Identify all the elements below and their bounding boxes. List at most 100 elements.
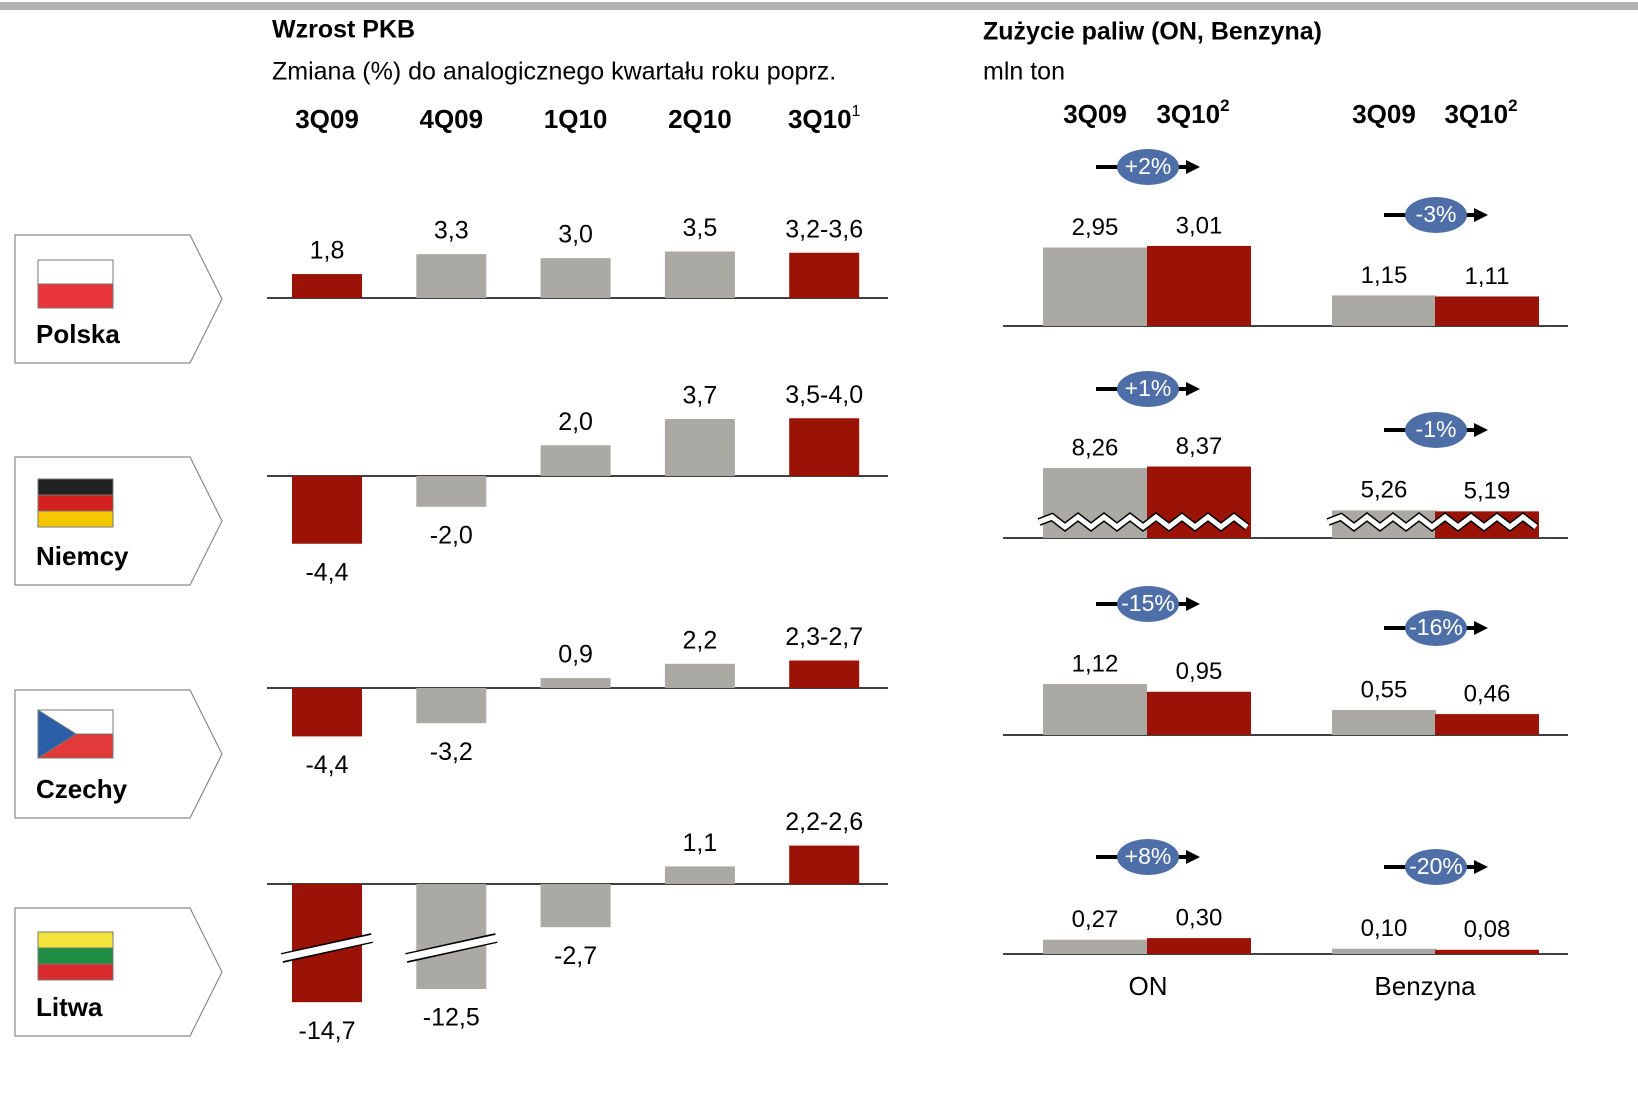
period-header: 1Q10 bbox=[544, 104, 608, 134]
gdp-bar bbox=[789, 418, 860, 476]
arrow-head bbox=[1474, 621, 1488, 635]
arrow-head bbox=[1474, 423, 1488, 437]
arrow-head bbox=[1474, 208, 1488, 222]
gdp-bar bbox=[789, 660, 860, 688]
gdp-bar bbox=[789, 252, 860, 298]
value-label: 0,55 bbox=[1361, 676, 1408, 703]
fuel-bar bbox=[1332, 709, 1436, 735]
fuel-title: Zużycie paliw (ON, Benzyna) bbox=[983, 18, 1322, 46]
gdp-bar bbox=[416, 884, 487, 989]
change-badge bbox=[1117, 586, 1179, 622]
gdp-bar bbox=[292, 688, 362, 737]
value-label: 1,12 bbox=[1072, 650, 1119, 677]
value-label: 2,3-2,7 bbox=[785, 623, 863, 651]
country-name: Czechy bbox=[36, 774, 128, 804]
period-header: 3Q102 bbox=[1156, 96, 1229, 128]
period-label: 3Q09 bbox=[1063, 99, 1127, 129]
period-label: 3Q10 bbox=[788, 104, 852, 134]
period-header: 3Q102 bbox=[1444, 96, 1517, 128]
period-header: 2Q10 bbox=[668, 104, 732, 134]
value-label: -4,4 bbox=[305, 751, 348, 779]
value-label: 1,15 bbox=[1361, 262, 1408, 289]
country-name: Niemcy bbox=[36, 541, 129, 571]
top-rule bbox=[0, 2, 1638, 10]
value-label: 2,2-2,6 bbox=[785, 808, 863, 836]
gdp-subtitle: Zmiana (%) do analogicznego kwartału rok… bbox=[272, 58, 836, 86]
arrow-head bbox=[1186, 160, 1200, 174]
product-label: ON bbox=[1129, 971, 1168, 1001]
axis-break-gap bbox=[404, 934, 499, 962]
gdp-bar bbox=[540, 258, 611, 298]
product-label: Benzyna bbox=[1374, 971, 1476, 1001]
fuel-bar bbox=[1043, 939, 1147, 954]
country-name: Litwa bbox=[36, 992, 103, 1022]
change-badge bbox=[1405, 197, 1467, 233]
fuel-bar bbox=[1435, 714, 1539, 735]
value-label: -3,2 bbox=[430, 738, 473, 766]
period-header: 3Q09 bbox=[1063, 99, 1127, 129]
value-label: -14,7 bbox=[299, 1017, 356, 1045]
value-label: 0,9 bbox=[558, 641, 593, 669]
gdp-bar bbox=[416, 688, 487, 724]
period-header: 3Q09 bbox=[1352, 99, 1416, 129]
value-label: 1,11 bbox=[1465, 263, 1510, 290]
period-header: 3Q09 bbox=[295, 104, 359, 134]
value-label: 3,5 bbox=[683, 214, 718, 242]
value-label: -12,5 bbox=[423, 1004, 480, 1032]
gdp-bar bbox=[292, 274, 362, 298]
arrow-head bbox=[1186, 850, 1200, 864]
change-label: +2% bbox=[1125, 153, 1172, 179]
fuel-bar bbox=[1147, 938, 1251, 954]
gdp-bar bbox=[292, 476, 362, 544]
gdp-bar bbox=[416, 254, 487, 298]
value-label: 2,2 bbox=[683, 626, 718, 654]
fuel-bar bbox=[1147, 691, 1251, 735]
fuel-bar bbox=[1435, 949, 1539, 954]
value-label: -4,4 bbox=[305, 558, 348, 586]
change-badge bbox=[1405, 849, 1467, 885]
footnote-mark: 1 bbox=[852, 103, 861, 120]
change-label: -16% bbox=[1409, 614, 1463, 640]
gdp-title: Wzrost PKB bbox=[272, 16, 415, 44]
gdp-bar bbox=[664, 663, 735, 688]
value-label: 0,27 bbox=[1072, 906, 1119, 933]
period-label: 2Q10 bbox=[668, 104, 732, 134]
gdp-bar bbox=[664, 251, 735, 298]
fuel-bar bbox=[1332, 948, 1436, 954]
flag-litwa bbox=[37, 931, 114, 981]
period-label: 3Q10 bbox=[1156, 99, 1220, 129]
gdp-bar bbox=[540, 445, 611, 476]
flag-niemcy bbox=[37, 478, 114, 528]
change-badge bbox=[1117, 839, 1179, 875]
change-label: -20% bbox=[1409, 853, 1463, 879]
country-box bbox=[14, 234, 223, 364]
country-name: Polska bbox=[36, 319, 120, 349]
country-box bbox=[14, 907, 223, 1037]
value-label: 3,3 bbox=[434, 217, 469, 245]
footnote-mark: 2 bbox=[1508, 96, 1517, 115]
value-label: 3,0 bbox=[558, 221, 593, 249]
arrow-head bbox=[1186, 382, 1200, 396]
value-label: 3,01 bbox=[1176, 212, 1223, 239]
value-label: 5,19 bbox=[1464, 478, 1511, 505]
change-badge bbox=[1405, 412, 1467, 448]
value-label: 0,30 bbox=[1176, 904, 1223, 931]
value-label: 5,26 bbox=[1361, 477, 1408, 504]
value-label: 0,08 bbox=[1464, 916, 1511, 943]
gdp-bar bbox=[789, 845, 860, 884]
value-label: 2,95 bbox=[1072, 214, 1119, 241]
flag-czechy bbox=[37, 709, 114, 759]
change-label: -15% bbox=[1121, 590, 1175, 616]
axis-break-gap bbox=[280, 934, 374, 962]
gdp-bar bbox=[664, 419, 735, 476]
value-label: 3,2-3,6 bbox=[785, 215, 863, 243]
fuel-unit: mln ton bbox=[983, 58, 1065, 86]
axis-break-gap bbox=[1327, 513, 1538, 531]
value-label: 8,26 bbox=[1072, 434, 1119, 461]
gdp-bar bbox=[664, 866, 735, 884]
change-badge bbox=[1117, 371, 1179, 407]
value-label: 3,7 bbox=[683, 382, 718, 410]
period-label: 1Q10 bbox=[544, 104, 608, 134]
